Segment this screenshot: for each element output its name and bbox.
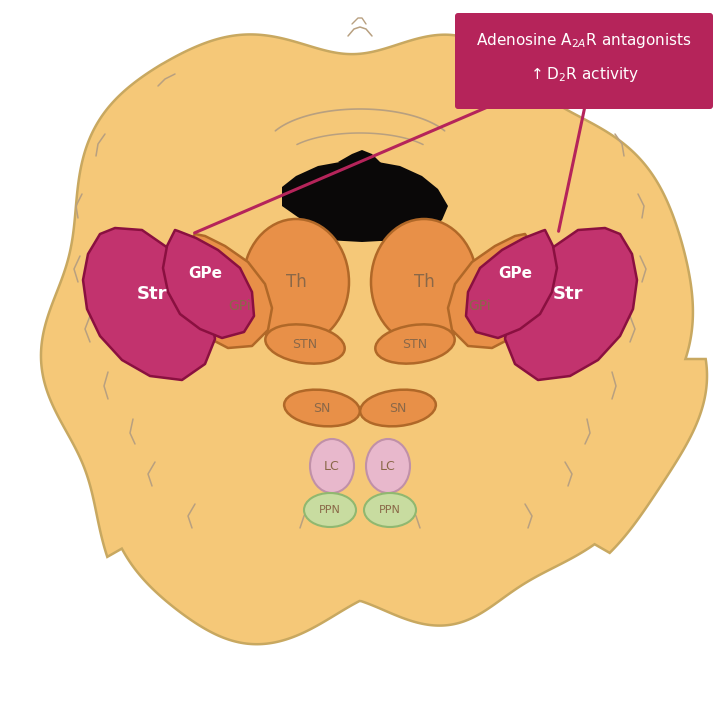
Text: PPN: PPN — [379, 505, 401, 515]
Text: LC: LC — [380, 460, 396, 473]
Ellipse shape — [265, 324, 345, 363]
Text: Adenosine A$_{2A}$R antagonists: Adenosine A$_{2A}$R antagonists — [476, 32, 692, 51]
Ellipse shape — [360, 390, 436, 426]
Ellipse shape — [371, 219, 477, 345]
Ellipse shape — [243, 219, 349, 345]
Text: STN: STN — [402, 337, 428, 350]
Polygon shape — [448, 234, 543, 348]
Polygon shape — [282, 161, 448, 242]
Ellipse shape — [366, 439, 410, 493]
Text: GPi: GPi — [229, 299, 251, 313]
Text: GPe: GPe — [498, 266, 532, 282]
Text: Str: Str — [553, 285, 583, 303]
Text: SN: SN — [390, 402, 407, 415]
Text: $\uparrow$D$_2$R activity: $\uparrow$D$_2$R activity — [528, 64, 639, 83]
FancyBboxPatch shape — [455, 13, 713, 109]
Polygon shape — [163, 230, 254, 338]
Ellipse shape — [304, 493, 356, 527]
Polygon shape — [505, 228, 637, 380]
Polygon shape — [41, 35, 707, 644]
Text: GPe: GPe — [188, 266, 222, 282]
Text: SN: SN — [313, 402, 330, 415]
Polygon shape — [177, 234, 272, 348]
Text: Th: Th — [413, 273, 434, 291]
Polygon shape — [338, 150, 382, 166]
Ellipse shape — [375, 324, 455, 363]
Ellipse shape — [364, 493, 416, 527]
Text: PPN: PPN — [319, 505, 341, 515]
Ellipse shape — [310, 439, 354, 493]
Polygon shape — [466, 230, 557, 338]
Text: STN: STN — [292, 337, 318, 350]
Text: Str: Str — [137, 285, 167, 303]
Ellipse shape — [284, 390, 360, 426]
Text: Th: Th — [286, 273, 307, 291]
Polygon shape — [83, 228, 215, 380]
Text: GPi: GPi — [469, 299, 491, 313]
Text: LC: LC — [324, 460, 340, 473]
